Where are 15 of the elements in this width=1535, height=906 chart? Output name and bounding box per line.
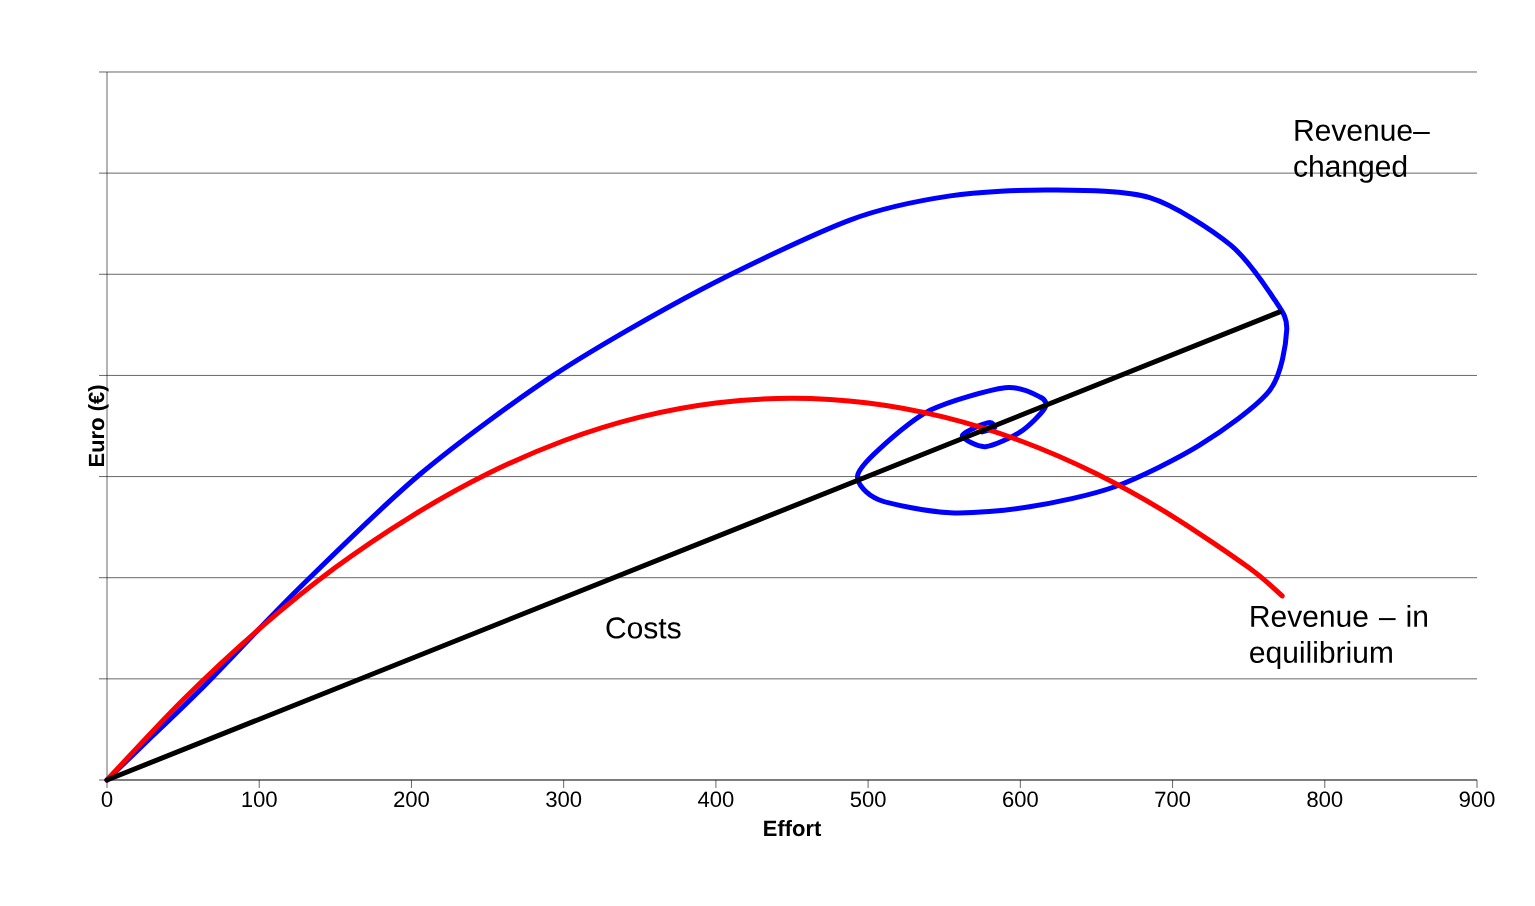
x-tick-label: 200	[394, 791, 429, 808]
x-tick-label: 500	[850, 791, 886, 808]
x-tick-label: 400	[698, 791, 734, 808]
x-tick-label: 900	[1459, 791, 1495, 808]
series-label: Revenue – in equilibrium	[1250, 604, 1427, 669]
x-axis-title: Effort	[764, 819, 822, 837]
x-tick-label: 300	[546, 791, 582, 808]
x-tick-label: 700	[1155, 791, 1191, 808]
x-tick-label: 100	[242, 791, 277, 808]
y-axis-title: Euro (€)	[88, 385, 109, 467]
x-tick-label: 0	[101, 791, 113, 808]
text: Revenue– changed	[1294, 119, 1430, 183]
x-tick-label: 800	[1307, 791, 1343, 808]
x-tick-label: 600	[1003, 791, 1038, 808]
series-label: Costs	[606, 617, 681, 639]
